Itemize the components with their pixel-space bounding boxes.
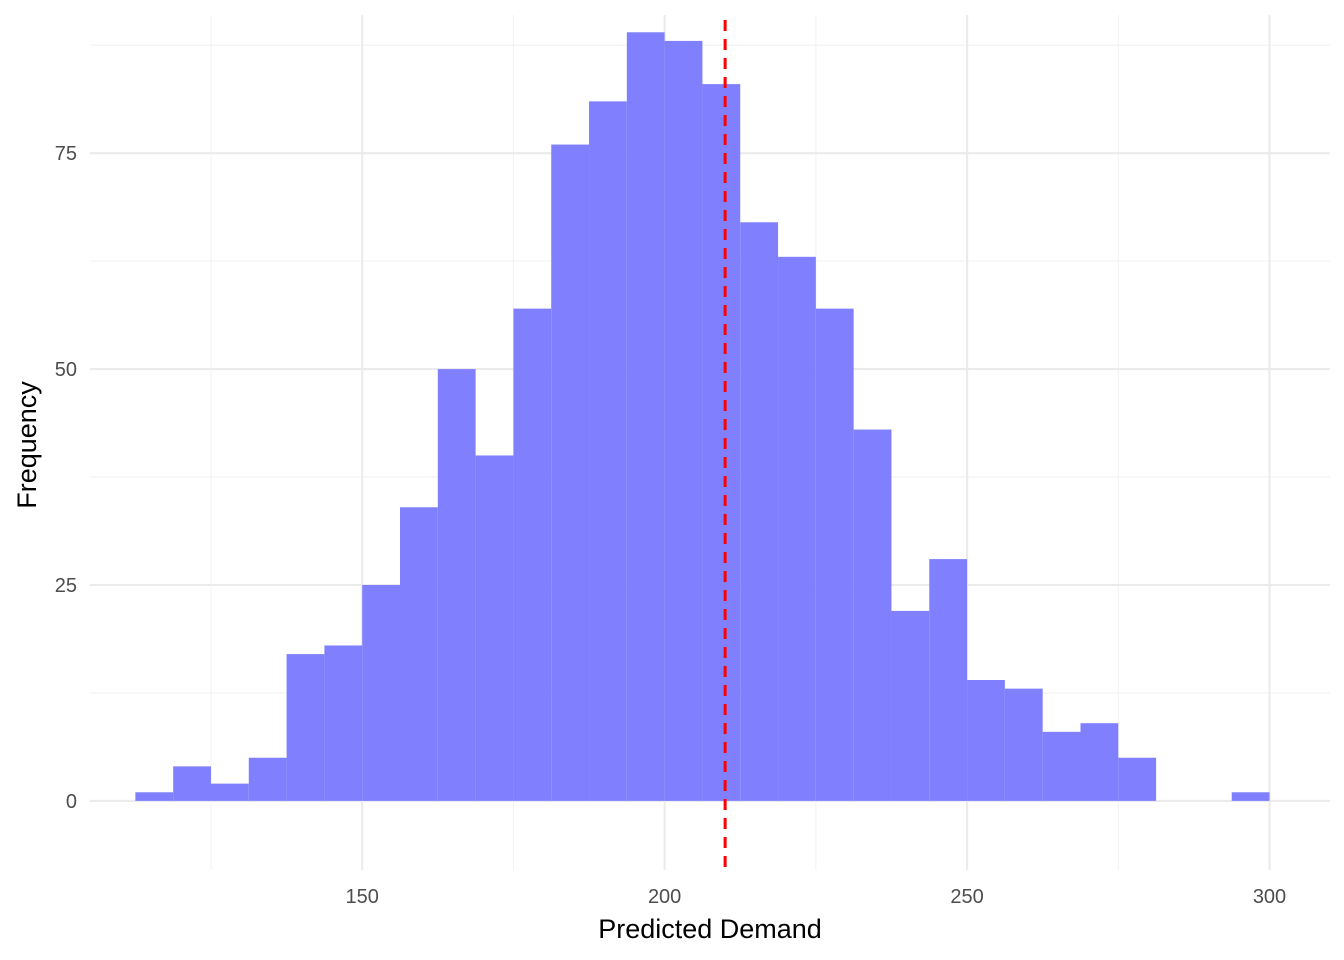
- histogram-bar: [324, 645, 363, 801]
- histogram-bar: [248, 757, 287, 801]
- histogram-bar: [400, 507, 438, 801]
- x-tick-label: 250: [950, 886, 983, 908]
- histogram-bar: [135, 792, 174, 801]
- histogram-bar: [437, 369, 476, 801]
- histogram-bar: [1042, 731, 1081, 801]
- x-axis-title: Predicted Demand: [598, 914, 822, 944]
- histogram-bar: [853, 429, 892, 801]
- histogram-bar: [967, 680, 1005, 801]
- tick-labels-layer: 150 200 250 300 0 25 50 75: [55, 143, 1286, 908]
- histogram-bar: [815, 308, 854, 801]
- histogram-bar: [1080, 723, 1119, 801]
- y-tick-label: 75: [55, 143, 77, 165]
- histogram-bar: [551, 144, 590, 801]
- histogram-bar: [1231, 792, 1270, 801]
- histogram-bar: [589, 101, 627, 801]
- x-tick-label: 150: [346, 886, 379, 908]
- histogram-bar: [1004, 688, 1043, 801]
- histogram-bar: [286, 654, 325, 801]
- y-tick-label: 25: [55, 575, 77, 597]
- histogram-bar: [1118, 757, 1157, 801]
- histogram-bar: [740, 222, 779, 801]
- y-tick-label: 0: [66, 791, 77, 813]
- histogram-bar: [664, 40, 703, 801]
- histogram-bar: [626, 32, 665, 801]
- bars-layer: [135, 32, 1270, 801]
- y-axis-title: Frequency: [12, 381, 42, 509]
- histogram-bar: [929, 559, 968, 801]
- histogram-bar: [173, 766, 211, 801]
- histogram-bar: [210, 783, 249, 801]
- histogram-bar: [778, 256, 816, 801]
- x-tick-label: 200: [648, 886, 681, 908]
- histogram-bar: [702, 84, 741, 801]
- histogram-bar: [362, 585, 400, 801]
- y-tick-label: 50: [55, 359, 77, 381]
- histogram-bar: [891, 610, 930, 801]
- histogram-bar: [475, 455, 514, 801]
- x-tick-label: 300: [1253, 886, 1286, 908]
- histogram-bar: [513, 308, 552, 801]
